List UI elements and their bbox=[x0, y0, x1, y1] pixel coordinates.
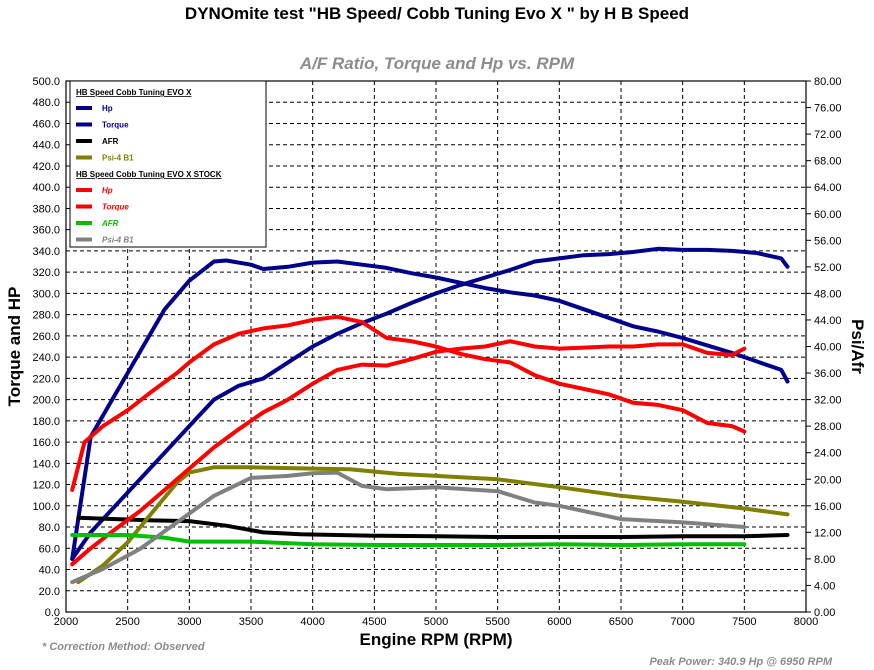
x-tick-label: 4500 bbox=[362, 616, 386, 628]
y2-tick-label: 32.00 bbox=[814, 395, 842, 407]
x-tick-label: 2500 bbox=[115, 616, 139, 628]
y2-tick-label: 20.00 bbox=[814, 474, 842, 486]
peak-power-note: Peak Power: 340.9 Hp @ 6950 RPM bbox=[649, 656, 832, 668]
plot-frame bbox=[65, 80, 807, 613]
y2-tick-label: 60.00 bbox=[814, 209, 842, 221]
x-tick-label: 7000 bbox=[670, 616, 694, 628]
series-line-tuned-afr bbox=[76, 515, 790, 539]
series-line-stock-hp bbox=[70, 339, 747, 567]
y-tick-label: 40.0 bbox=[39, 565, 60, 577]
x-tick-label: 3000 bbox=[177, 616, 201, 628]
x-tick-label: 7500 bbox=[732, 616, 756, 628]
y2-tick-label: 44.00 bbox=[814, 315, 842, 327]
y2-tick-label: 64.00 bbox=[814, 182, 842, 194]
y2-tick-label: 28.00 bbox=[814, 421, 842, 433]
y2-tick-label: 8.00 bbox=[814, 554, 835, 566]
y2-tick-label: 72.00 bbox=[814, 129, 842, 141]
y-tick-label: 420.0 bbox=[32, 161, 60, 173]
y-tick-label: 220.0 bbox=[32, 373, 60, 385]
x-tick-label: 3500 bbox=[239, 616, 263, 628]
y-tick-label: 440.0 bbox=[32, 140, 60, 152]
y-tick-label: 180.0 bbox=[32, 416, 60, 428]
y-tick-label: 120.0 bbox=[32, 480, 60, 492]
y-tick-label: 140.0 bbox=[32, 458, 60, 470]
y-tick-label: 260.0 bbox=[32, 331, 60, 343]
y-axis-title: Torque and HP bbox=[5, 287, 24, 407]
y-tick-label: 500.0 bbox=[32, 76, 60, 88]
y-tick-label: 200.0 bbox=[32, 395, 60, 407]
legend-label: AFR bbox=[102, 137, 119, 146]
series-line-tuned-psi-4-b1 bbox=[76, 465, 790, 585]
y2-tick-label: 48.00 bbox=[814, 288, 842, 300]
legend-label: Hp bbox=[102, 104, 113, 113]
legend-box bbox=[69, 80, 267, 248]
legend-group-title: HB Speed Cobb Tuning EVO X bbox=[76, 88, 192, 97]
y-tick-label: 0.0 bbox=[45, 607, 60, 619]
y2-tick-label: 68.00 bbox=[814, 156, 842, 168]
x-axis-title: Engine RPM (RPM) bbox=[360, 630, 513, 649]
correction-method-note: * Correction Method: Observed bbox=[42, 641, 205, 653]
y-tick-label: 20.0 bbox=[39, 586, 60, 598]
y2-tick-label: 80.00 bbox=[814, 76, 842, 88]
chart-subtitle: A/F Ratio, Torque and Hp vs. RPM bbox=[299, 54, 575, 73]
x-tick-label: 6000 bbox=[547, 616, 571, 628]
y-tick-label: 100.0 bbox=[32, 501, 60, 513]
y2-axis-title: Psi/Afr bbox=[848, 319, 867, 374]
y2-tick-label: 16.00 bbox=[814, 501, 842, 513]
y-tick-label: 160.0 bbox=[32, 437, 60, 449]
x-tick-label: 6500 bbox=[609, 616, 633, 628]
y-tick-label: 80.0 bbox=[39, 522, 60, 534]
y2-tick-label: 0.00 bbox=[814, 607, 835, 619]
legend-label: Torque bbox=[102, 121, 129, 130]
y-tick-label: 380.0 bbox=[32, 203, 60, 215]
series-line-stock-torque bbox=[70, 314, 747, 492]
y-tick-label: 340.0 bbox=[32, 246, 60, 258]
y-tick-label: 300.0 bbox=[32, 288, 60, 300]
y-tick-label: 400.0 bbox=[32, 182, 60, 194]
x-tick-label: 4000 bbox=[300, 616, 324, 628]
chart-title: DYNOmite test "HB Speed/ Cobb Tuning Evo… bbox=[184, 4, 690, 23]
y-tick-label: 240.0 bbox=[32, 352, 60, 364]
legend-label: Psi-4 B1 bbox=[102, 236, 134, 245]
y-tick-label: 280.0 bbox=[32, 310, 60, 322]
y2-tick-label: 36.00 bbox=[814, 368, 842, 380]
y-tick-label: 360.0 bbox=[32, 225, 60, 237]
legend-label: AFR bbox=[101, 219, 119, 228]
series-line-stock-afr bbox=[70, 533, 747, 547]
y-tick-label: 480.0 bbox=[32, 97, 60, 109]
legend-group-title: HB Speed Cobb Tuning EVO X STOCK bbox=[76, 170, 222, 179]
series-line-stock-psi-4-b1 bbox=[70, 470, 747, 585]
y-tick-label: 320.0 bbox=[32, 267, 60, 279]
legend-label: Torque bbox=[102, 203, 129, 212]
y2-tick-label: 24.00 bbox=[814, 448, 842, 460]
y-tick-label: 460.0 bbox=[32, 118, 60, 130]
x-tick-label: 5000 bbox=[424, 616, 448, 628]
x-tick-label: 2000 bbox=[54, 616, 78, 628]
series-line-tuned-torque bbox=[70, 258, 790, 561]
y2-tick-label: 76.00 bbox=[814, 103, 842, 115]
y2-tick-label: 4.00 bbox=[814, 580, 835, 592]
y2-tick-label: 52.00 bbox=[814, 262, 842, 274]
legend-label: Hp bbox=[102, 186, 113, 195]
y2-tick-label: 56.00 bbox=[814, 235, 842, 247]
y2-tick-label: 12.00 bbox=[814, 527, 842, 539]
y-tick-label: 60.0 bbox=[39, 543, 60, 555]
series-line-tuned-hp bbox=[70, 246, 790, 561]
x-tick-label: 8000 bbox=[794, 616, 818, 628]
y2-tick-label: 40.00 bbox=[814, 342, 842, 354]
legend-label: Psi-4 B1 bbox=[102, 154, 134, 163]
x-tick-label: 5500 bbox=[485, 616, 509, 628]
